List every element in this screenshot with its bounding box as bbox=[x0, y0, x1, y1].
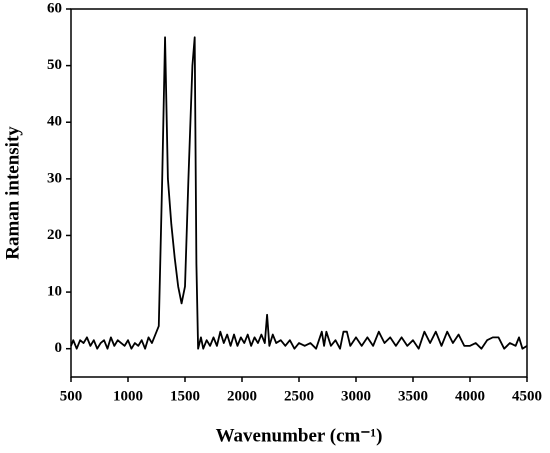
spectrum-line bbox=[70, 36, 528, 350]
y-tick-label: 10 bbox=[47, 284, 62, 300]
plot-frame bbox=[70, 8, 528, 378]
x-tick-label: 4000 bbox=[455, 388, 485, 404]
y-tick-label: 40 bbox=[47, 114, 62, 130]
y-tick-label: 30 bbox=[47, 170, 62, 186]
y-tick-label: 20 bbox=[47, 227, 62, 243]
x-tick-label: 4500 bbox=[512, 388, 542, 404]
x-tick-label: 500 bbox=[60, 388, 83, 404]
x-axis-label: Wavenumber (cm⁻¹) bbox=[216, 425, 383, 446]
x-tick-label: 2500 bbox=[284, 388, 314, 404]
y-axis-label: Raman intensity bbox=[2, 126, 23, 260]
x-tick-label: 3500 bbox=[398, 388, 428, 404]
x-tick-label: 1000 bbox=[113, 388, 143, 404]
x-tick-label: 1500 bbox=[170, 388, 200, 404]
y-tick-label: 60 bbox=[47, 0, 62, 16]
x-tick-label: 2000 bbox=[227, 388, 257, 404]
y-tick-label: 0 bbox=[55, 340, 63, 356]
y-tick-label: 50 bbox=[47, 57, 62, 73]
x-tick-label: 3000 bbox=[341, 388, 371, 404]
